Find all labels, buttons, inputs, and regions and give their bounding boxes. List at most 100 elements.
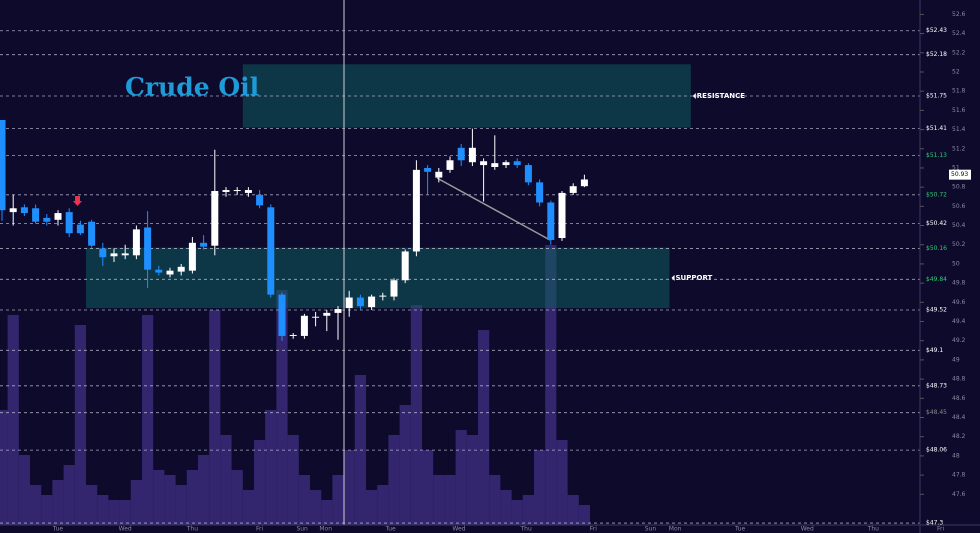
volume-bar — [242, 490, 254, 525]
candle-body — [121, 253, 129, 256]
volume-bar — [478, 330, 490, 525]
y-tick-label: 52 — [952, 68, 960, 75]
candle-body — [323, 312, 331, 316]
candle-body — [166, 270, 174, 275]
y-tick-label: 52.6 — [952, 11, 966, 18]
candle-body — [536, 182, 544, 203]
volume-bar — [321, 500, 333, 525]
volume-bar — [343, 450, 355, 525]
x-tick-label: Tue — [385, 526, 397, 533]
price-level-label: $47.3 — [926, 520, 943, 527]
volume-bar — [388, 435, 400, 525]
price-level-label: $49.1 — [926, 347, 943, 354]
candle-body — [547, 202, 555, 240]
price-level-label: $51.75 — [926, 92, 947, 99]
candle-body — [9, 208, 17, 213]
volume-bar — [433, 475, 445, 525]
x-tick-label: Mon — [319, 526, 332, 533]
volume-bar — [18, 455, 30, 525]
volume-bar — [198, 455, 210, 525]
candle-body — [188, 242, 196, 271]
candle-body — [200, 242, 208, 247]
trend-line — [436, 177, 551, 241]
candle-body — [132, 229, 140, 256]
y-tick-label: 49 — [952, 356, 960, 363]
price-level-label: $52.18 — [926, 51, 947, 58]
volume-bar — [30, 485, 42, 525]
volume-bar — [556, 440, 568, 525]
candle-body — [43, 217, 51, 222]
x-tick-label: Wed — [119, 526, 132, 533]
volume-bar — [422, 450, 434, 525]
candle-body — [300, 315, 308, 336]
volume-bar — [377, 485, 389, 525]
volume-bar — [399, 405, 411, 525]
x-tick-label: Sun — [645, 526, 657, 533]
y-tick-label: 50.8 — [952, 184, 966, 191]
volume-bar — [466, 435, 478, 525]
price-level-label: $51.41 — [926, 125, 947, 132]
candle-body — [54, 213, 62, 220]
x-tick-label: Wed — [452, 526, 465, 533]
price-level-label: $49.52 — [926, 307, 947, 314]
y-tick-label: 50 — [952, 260, 960, 267]
volume-bar — [455, 430, 467, 525]
x-tick-label: Thu — [520, 526, 532, 533]
candle-body — [356, 297, 364, 307]
price-level-label: $50.72 — [926, 191, 947, 198]
volume-bar — [231, 470, 243, 525]
candle-body — [457, 147, 465, 161]
candle-body — [76, 224, 84, 234]
x-tick-label: Fri — [937, 526, 944, 533]
x-tick-label: Fri — [590, 526, 597, 533]
y-tick-label: 51.4 — [952, 126, 966, 133]
candle-body — [468, 147, 476, 163]
candle-body — [379, 295, 387, 297]
x-tick-label: Wed — [801, 526, 814, 533]
price-level-label: $49.84 — [926, 276, 947, 283]
price-level-label: $48.06 — [926, 447, 947, 454]
candle-body — [558, 192, 566, 239]
candle-body — [32, 208, 40, 222]
y-tick-label: 50.6 — [952, 203, 966, 210]
x-tick-label: Thu — [186, 526, 198, 533]
candle-body — [334, 309, 342, 313]
candle-body — [480, 161, 488, 166]
arrow-marker — [73, 196, 82, 206]
y-tick-label: 52.2 — [952, 49, 966, 56]
candle-body — [222, 190, 230, 192]
y-tick-label: 49.4 — [952, 318, 966, 325]
price-level-label: $50.16 — [926, 245, 947, 252]
candle-body — [580, 179, 588, 187]
chart-title: Crude Oil — [125, 73, 259, 102]
candle-body — [267, 207, 275, 295]
volume-bar — [534, 450, 546, 525]
zone-label: SUPPORT — [676, 274, 713, 282]
volume-bar — [164, 475, 176, 525]
volume-bar — [130, 480, 142, 525]
candle-body — [390, 280, 398, 297]
zone — [242, 64, 691, 128]
volume-bar — [97, 495, 109, 525]
candle-body — [211, 190, 219, 246]
candle-body — [524, 165, 532, 183]
zone — [86, 247, 670, 309]
volume-bar — [175, 485, 187, 525]
y-tick-label: 48.8 — [952, 376, 966, 383]
candle-body — [368, 296, 376, 308]
candle-body — [513, 161, 521, 166]
volume-bar — [489, 475, 501, 525]
y-tick-label: 50.2 — [952, 241, 966, 248]
volume-bar — [410, 305, 422, 525]
x-tick-label: Fri — [256, 526, 263, 533]
y-tick-label: 48.6 — [952, 395, 966, 402]
candle-body — [424, 167, 432, 172]
candle-body — [502, 162, 510, 166]
candle-body — [412, 169, 420, 252]
y-tick-label: 48.4 — [952, 414, 966, 421]
last-price-box — [949, 169, 971, 180]
volume-bar — [209, 310, 221, 525]
volume-bar — [567, 495, 579, 525]
price-level-label: $52.43 — [926, 27, 947, 34]
volume-bar — [298, 475, 310, 525]
